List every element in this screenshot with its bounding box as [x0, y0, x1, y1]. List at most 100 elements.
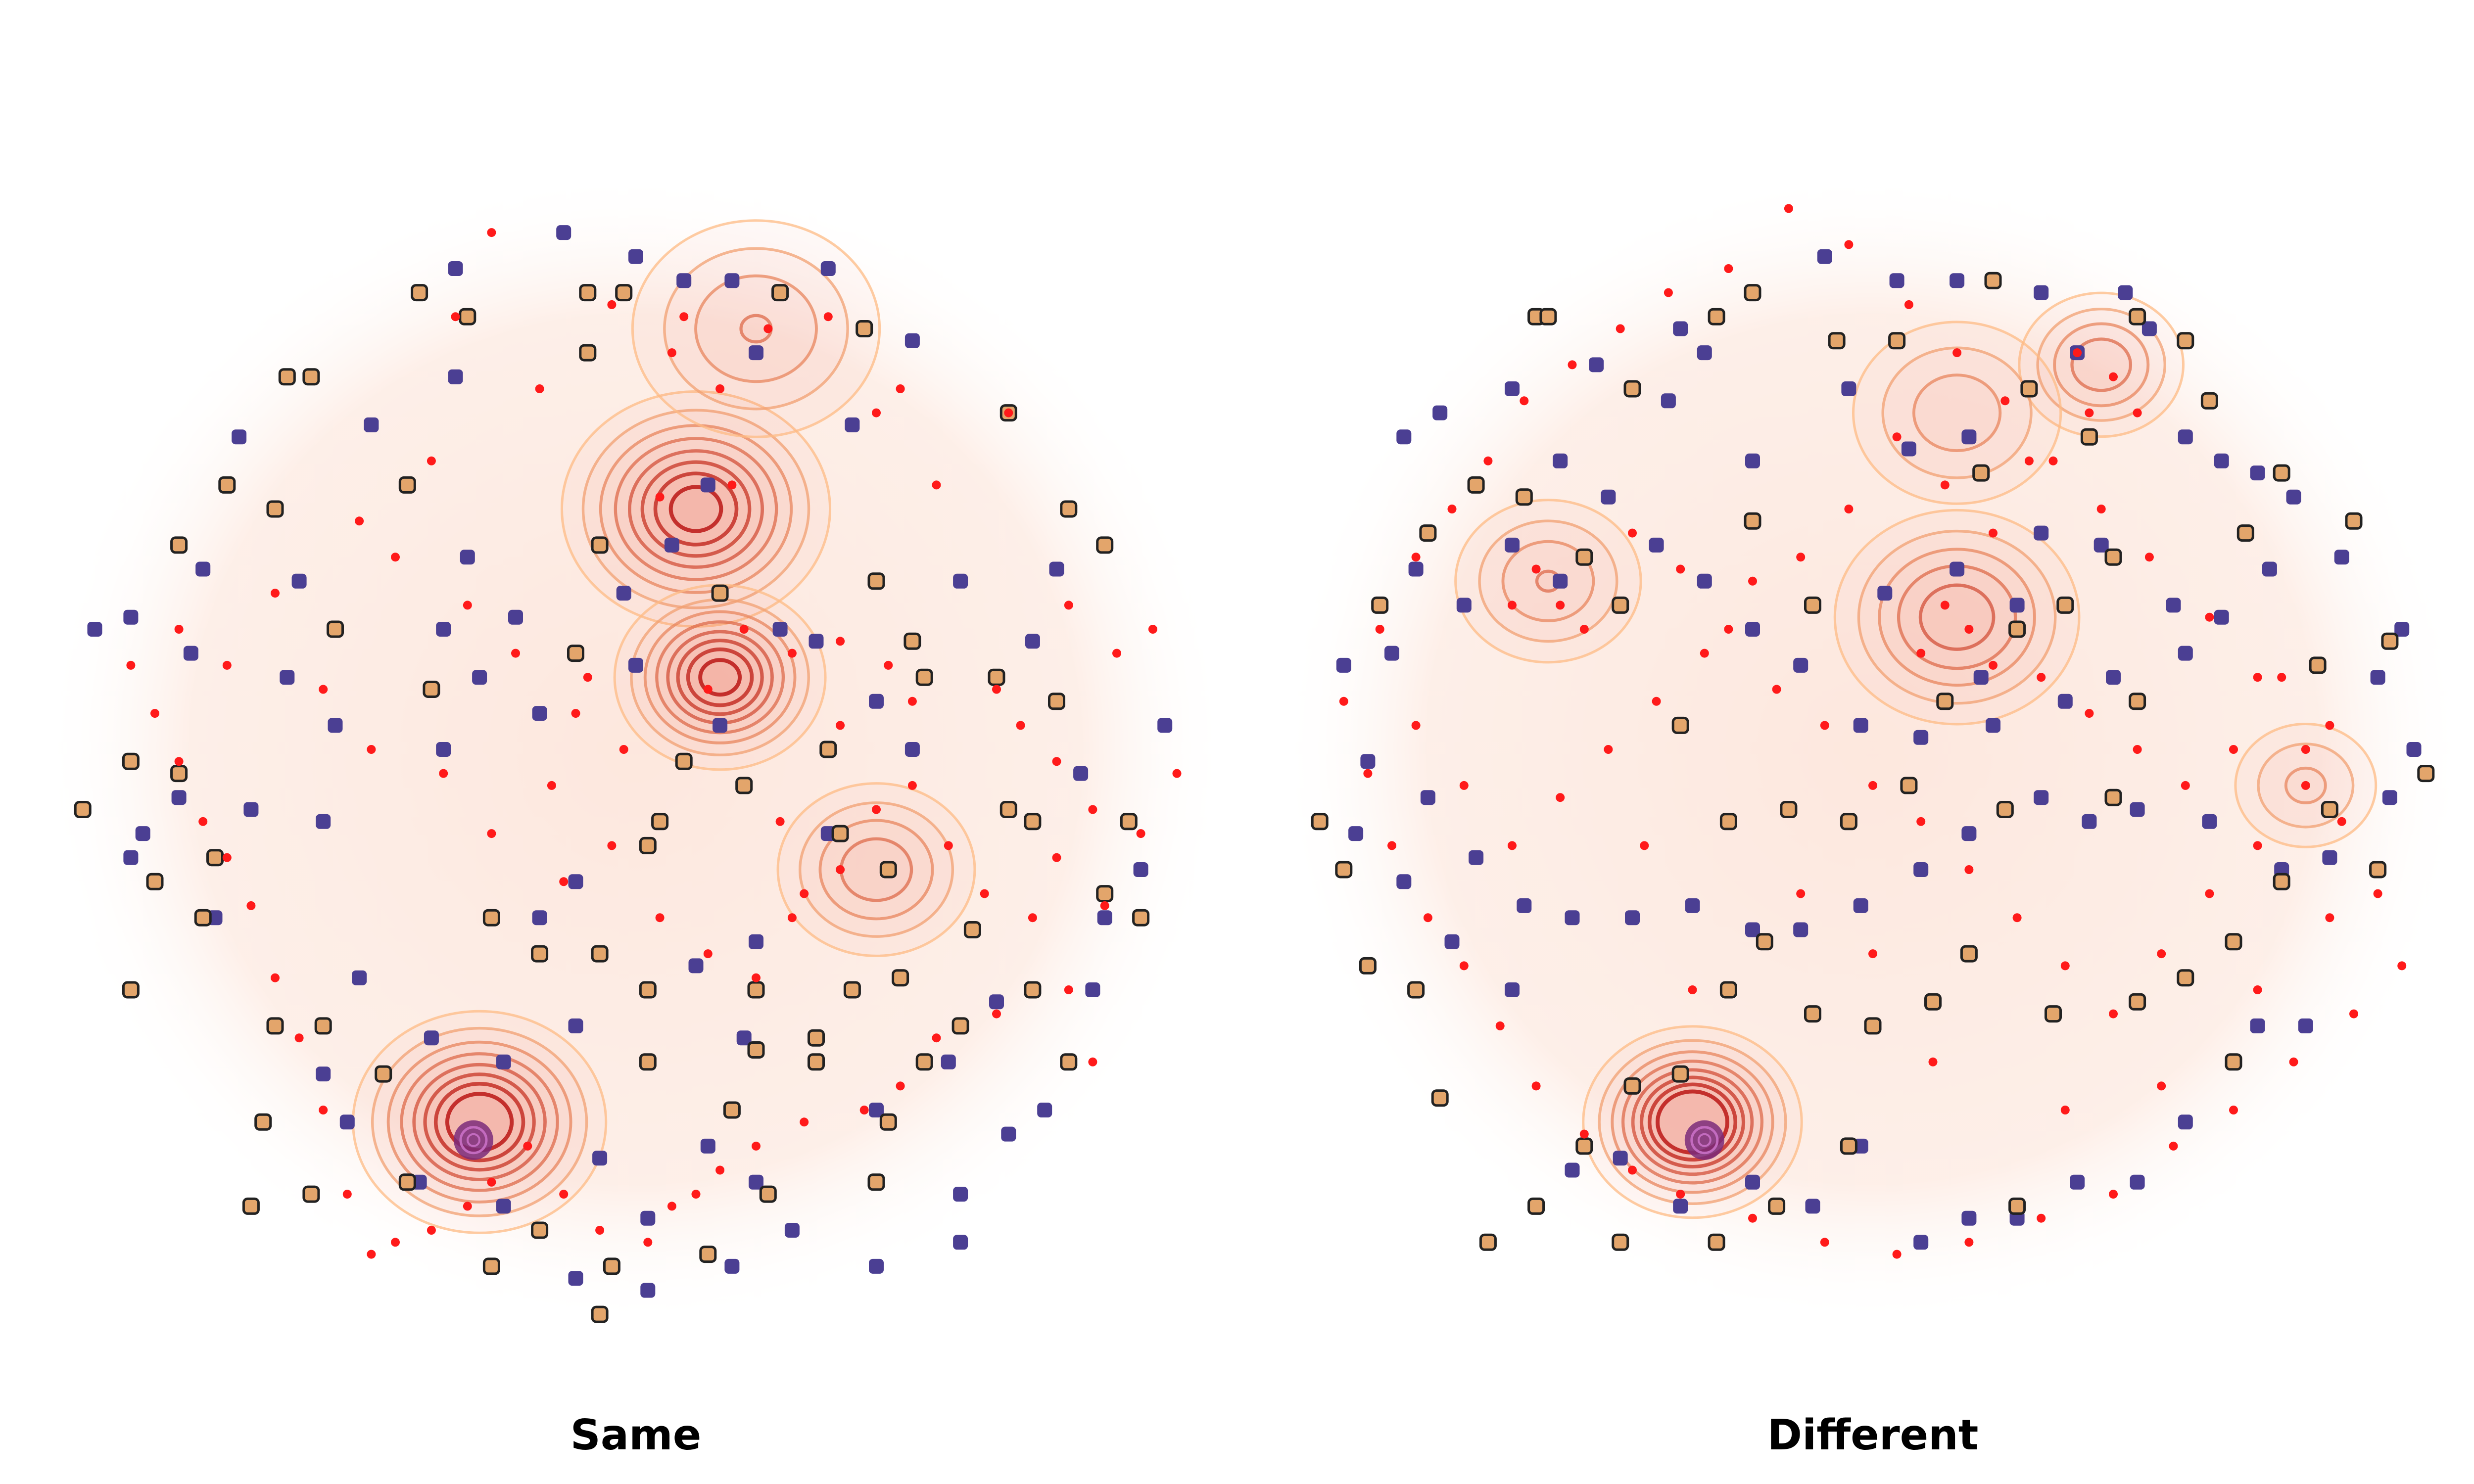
node-orange-point — [579, 284, 597, 302]
node-blue-point — [339, 1114, 355, 1130]
node-blue-point — [953, 1187, 968, 1202]
node-orange-point — [1407, 981, 1425, 999]
node-orange-point — [1359, 957, 1377, 974]
density-contour-line — [433, 1082, 525, 1162]
density-fill — [667, 631, 772, 723]
panel-same: Same — [42, 171, 1230, 1460]
node-blue-point — [904, 742, 920, 757]
node-blue-point — [1025, 634, 1040, 649]
event-point — [727, 480, 737, 490]
node-blue-point — [1805, 1199, 1820, 1214]
node-blue-point — [1553, 573, 1568, 589]
node-blue-point — [243, 802, 259, 817]
density-contour-line — [1582, 1025, 1803, 1219]
event-point — [319, 685, 328, 694]
event-point — [896, 384, 905, 393]
event-point — [2253, 673, 2262, 682]
density-fill — [1503, 541, 1594, 621]
node-orange-point — [1623, 380, 1641, 398]
node-blue-point — [1853, 718, 1868, 733]
event-point — [595, 1226, 605, 1235]
node-orange-point — [579, 344, 597, 362]
node-blue-point — [2130, 802, 2145, 817]
node-orange-point — [615, 284, 633, 302]
node-blue-point — [592, 1151, 608, 1166]
event-point — [2157, 1081, 2166, 1091]
event-point — [391, 553, 400, 562]
node-orange-point — [879, 861, 897, 879]
density-fill — [1913, 375, 2000, 451]
node-orange-point — [915, 1053, 933, 1071]
event-point — [1531, 1081, 1541, 1091]
node-orange-point — [591, 536, 609, 554]
event-point — [655, 492, 665, 502]
event-point — [2073, 348, 2082, 358]
event-point — [1363, 769, 1373, 778]
event-point — [1940, 601, 1950, 610]
node-orange-point — [1024, 981, 1042, 999]
node-orange-point — [1060, 500, 1078, 518]
node-blue-point — [316, 1067, 331, 1082]
density-contour-line — [2018, 291, 2185, 438]
node-blue-point — [724, 273, 740, 288]
event-point — [271, 589, 280, 598]
node-blue-point — [2009, 598, 2025, 613]
node-orange-point — [302, 1185, 320, 1203]
node-orange-point — [482, 909, 500, 927]
node-orange-point — [1431, 1089, 1449, 1107]
event-point — [1928, 1057, 1938, 1067]
event-point — [980, 889, 989, 898]
event-point — [222, 853, 232, 862]
event-point — [463, 601, 472, 610]
node-blue-point — [2262, 561, 2277, 577]
node-orange-point — [1527, 1197, 1545, 1215]
node-blue-point — [1986, 718, 2000, 733]
node-orange-point — [2417, 765, 2435, 783]
node-orange-point — [2045, 1005, 2062, 1023]
event-point — [836, 865, 845, 874]
node-orange-point — [398, 1173, 416, 1191]
event-point — [1652, 696, 1661, 706]
event-point — [836, 721, 845, 730]
density-contour-line — [776, 782, 976, 957]
node-blue-point — [135, 826, 150, 841]
node-blue-point — [2286, 489, 2301, 505]
node-orange-point — [1840, 1137, 1857, 1155]
density-contour-line — [371, 1026, 588, 1217]
density-contour-line — [686, 647, 754, 707]
event-point — [319, 1106, 328, 1114]
node-orange-point — [170, 536, 188, 554]
node-orange-point — [867, 572, 885, 590]
node-orange-point — [1756, 933, 1773, 951]
node-blue-point — [1817, 249, 1832, 264]
density-contour-line — [412, 1063, 547, 1181]
event-point — [2060, 961, 2070, 971]
node-blue-point — [1793, 922, 1808, 937]
event-point — [1904, 300, 1913, 309]
node-orange-point — [1900, 777, 1918, 794]
node-orange-point — [1744, 512, 1761, 530]
node-blue-point — [2057, 694, 2073, 709]
event-point — [775, 817, 785, 826]
node-orange-point — [411, 284, 428, 302]
node-blue-point — [568, 1271, 583, 1286]
event-point — [1004, 408, 1013, 417]
scatter-marks — [74, 225, 1182, 1323]
node-orange-point — [771, 284, 789, 302]
node-blue-point — [1001, 1126, 1016, 1142]
node-blue-point — [1697, 345, 1712, 361]
node-orange-point — [2309, 656, 2327, 674]
node-blue-point — [2130, 1174, 2145, 1190]
node-blue-point — [1745, 622, 1760, 637]
event-point — [1483, 456, 1493, 465]
event-point — [427, 456, 436, 465]
node-orange-point — [963, 921, 981, 938]
node-blue-point — [171, 790, 187, 805]
node-blue-point — [1432, 405, 1448, 420]
event-point — [2012, 913, 2022, 923]
node-blue-point — [1877, 586, 1893, 601]
node-orange-point — [2369, 861, 2387, 879]
event-point — [691, 1190, 701, 1199]
node-blue-point — [1950, 561, 1965, 577]
node-orange-point — [1708, 1233, 1725, 1251]
